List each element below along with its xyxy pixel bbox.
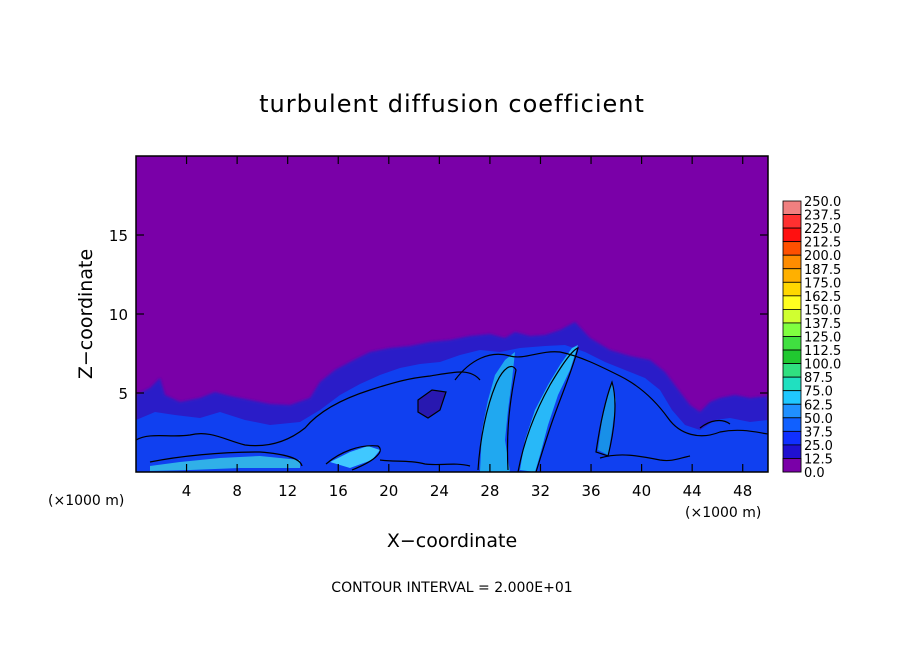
contour-line [454,351,768,437]
field-plume-right [598,380,616,455]
x-tick-label: 28 [480,482,499,500]
contour-line [517,347,579,472]
colorbar-label: 200.0 [804,249,841,264]
x-unit-right: (×1000 m) [685,505,761,521]
contour-line [595,380,616,457]
colorbar-swatch [782,376,802,392]
x-unit-left: (×1000 m) [48,493,124,509]
colorbar-label: 237.5 [804,209,841,224]
colorbar-label: 212.5 [804,236,841,251]
colorbar-label: 62.5 [804,398,833,413]
field-plume-slant [520,345,578,472]
contour-line [136,371,481,447]
colorbar-label: 225.0 [804,222,841,237]
colorbar-swatch [782,295,802,310]
colorbar-swatch [782,214,802,229]
colorbar: 250.0237.5225.0212.5200.0187.5175.0162.5… [782,195,841,481]
colorbar-label: 125.0 [804,331,841,346]
x-tick-label: 16 [329,482,348,500]
contour-line [149,451,303,467]
colorbar-swatch [782,417,802,432]
colorbar-label: 25.0 [804,439,833,454]
colorbar-swatch [782,308,802,324]
colorbar-label: 12.5 [804,452,833,467]
field-plume-main [480,352,515,472]
contour-line [477,365,517,471]
field-dark-patch [418,390,446,418]
colorbar-label: 87.5 [804,371,833,386]
colorbar-swatch [782,336,802,351]
contour-line [417,389,447,419]
y-axis-label: Z−coordinate [75,249,97,379]
y-ticks: 5 10 15 [109,227,768,403]
colorbar-label: 175.0 [804,276,841,291]
chart-title: turbulent diffusion coefficient [259,90,645,118]
field-surface-streak-left [150,456,300,471]
x-tick-label: 4 [182,482,192,500]
colorbar-label: 37.5 [804,425,833,440]
colorbar-label: 187.5 [804,263,841,278]
x-tick-label: 8 [232,482,242,500]
contour-line [325,445,381,471]
contour-lines [136,347,768,472]
colorbar-swatch [782,200,802,215]
contour-interval-note: CONTOUR INTERVAL = 2.000E+01 [331,580,572,596]
x-tick-label: 44 [683,482,702,500]
colorbar-swatch [782,227,802,243]
colorbar-swatch [782,430,802,446]
colorbar-swatch [782,458,802,473]
colorbar-label: 250.0 [804,195,841,210]
colorbar-label: 150.0 [804,303,841,318]
x-tick-label: 12 [278,482,297,500]
colorbar-label: 162.5 [804,290,841,305]
colorbar-swatch [782,281,802,297]
colorbar-label: 100.0 [804,358,841,373]
colorbar-label: 112.5 [804,344,841,359]
x-tick-label: 24 [430,482,449,500]
colorbar-swatch [782,268,802,283]
y-tick-label: 5 [118,385,128,403]
colorbar-swatch [782,349,802,364]
contour-line [379,459,471,467]
x-tick-label: 32 [531,482,550,500]
y-tick-label: 15 [109,227,128,245]
colorbar-label: 137.5 [804,317,841,332]
colorbar-swatch [782,403,802,419]
colorbar-label: 75.0 [804,385,833,400]
colorbar-label: 50.0 [804,412,833,427]
colorbar-label: 0.0 [804,466,825,481]
x-tick-label: 36 [581,482,600,500]
x-axis-label: X−coordinate [387,530,517,552]
contour-line [599,454,691,462]
x-ticks: 4 8 12 16 20 24 28 32 36 40 44 48 [182,156,752,500]
colorbar-swatch [782,254,802,270]
colorbar-swatch [782,241,802,256]
turbulence-field [136,322,768,472]
x-tick-label: 20 [379,482,398,500]
x-tick-label: 48 [733,482,752,500]
contour-line [699,419,731,429]
x-tick-label: 40 [632,482,651,500]
colorbar-swatch [782,444,802,459]
field-surface-streak-mid [330,446,380,468]
colorbar-swatch [782,390,802,405]
y-tick-label: 10 [109,306,128,324]
colorbar-swatch [782,322,802,337]
colorbar-swatch [782,363,802,378]
